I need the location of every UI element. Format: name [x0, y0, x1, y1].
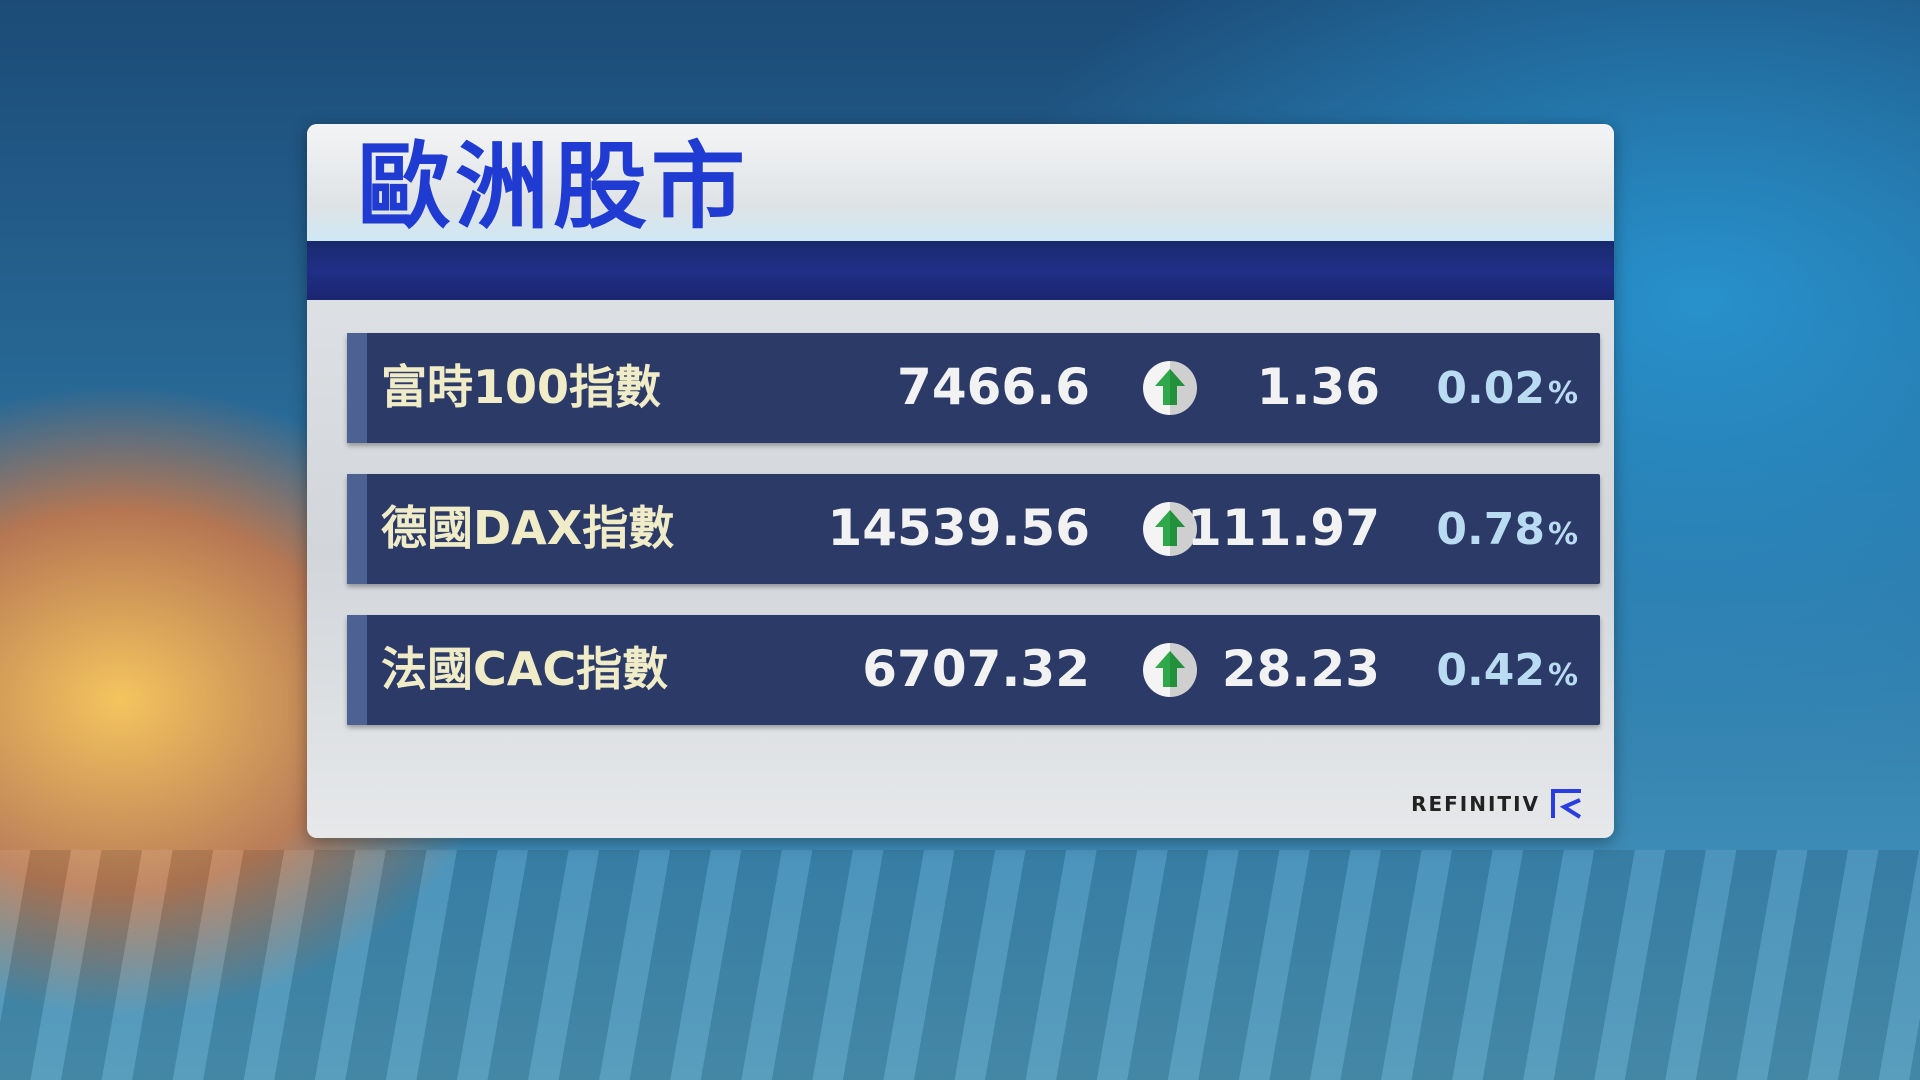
- index-row: 德國DAX指數 14539.56 111.97 0.78%: [347, 474, 1600, 584]
- up-arrow-icon: [1143, 502, 1197, 556]
- index-row: 富時100指數 7466.6 1.36 0.02%: [347, 333, 1600, 443]
- refinitiv-mark-icon: [1551, 789, 1582, 819]
- up-arrow-icon: [1143, 643, 1197, 697]
- percent-value: 0.02: [1436, 363, 1545, 414]
- up-arrow-icon: [1143, 361, 1197, 415]
- percent-value: 0.78: [1436, 504, 1545, 555]
- refinitiv-logo: REFINITIV: [1411, 788, 1584, 820]
- index-percent: 0.78%: [1436, 502, 1578, 563]
- percent-sign: %: [1547, 376, 1578, 411]
- index-value: 7466.6: [897, 358, 1090, 416]
- index-value: 6707.32: [862, 640, 1090, 698]
- row-accent: [347, 333, 367, 443]
- index-name: 德國DAX指數: [381, 501, 675, 555]
- percent-sign: %: [1547, 658, 1578, 693]
- percent-sign: %: [1547, 517, 1578, 552]
- market-panel: 歐洲股市 富時100指數 7466.6 1.36 0.02% 德國DAX指數 1…: [307, 124, 1614, 838]
- row-accent: [347, 615, 367, 725]
- index-value: 14539.56: [827, 499, 1090, 557]
- index-row: 法國CAC指數 6707.32 28.23 0.42%: [347, 615, 1600, 725]
- index-percent: 0.02%: [1436, 361, 1578, 422]
- background-floor: [0, 850, 1920, 1080]
- percent-value: 0.42: [1436, 645, 1545, 696]
- index-percent: 0.42%: [1436, 643, 1578, 704]
- title-band: 歐洲股市: [307, 124, 1614, 241]
- row-accent: [347, 474, 367, 584]
- title-divider-bar: [307, 241, 1614, 300]
- page-title: 歐洲股市: [357, 133, 750, 242]
- index-change: 1.36: [1256, 358, 1380, 416]
- logo-text: REFINITIV: [1411, 792, 1540, 816]
- index-name: 富時100指數: [381, 360, 662, 414]
- index-change: 28.23: [1221, 640, 1380, 698]
- index-name: 法國CAC指數: [381, 642, 669, 696]
- index-change: 111.97: [1187, 499, 1380, 557]
